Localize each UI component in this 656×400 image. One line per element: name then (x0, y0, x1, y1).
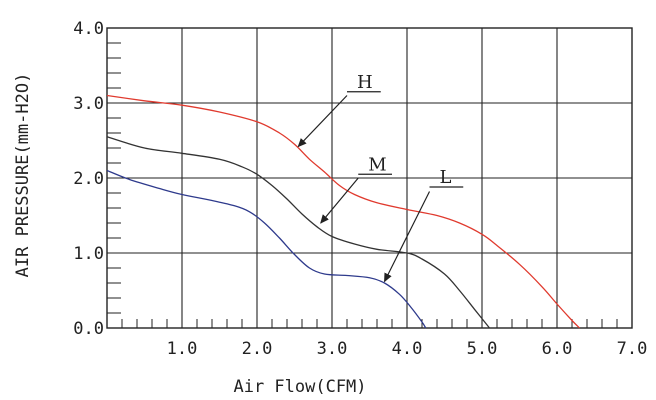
y-tick-label: 3.0 (73, 94, 104, 114)
x-tick-label: 1.0 (167, 339, 198, 359)
series-line-l (106, 169, 427, 329)
series-label-h: H (357, 72, 373, 93)
series-group (106, 94, 580, 329)
x-tick-label: 3.0 (317, 339, 348, 359)
x-tick-label: 5.0 (467, 339, 498, 359)
series-line-m (106, 136, 491, 329)
series-label-l: L (440, 167, 452, 188)
tick-labels: 1.0 2.0 3.0 4.0 5.0 6.0 7.0 0.0 1.0 2.0 3.0 4.0 (73, 19, 647, 359)
grid (106, 27, 633, 329)
annotations: H M L (297, 72, 464, 283)
y-axis-title: AIR PRESSURE(mm-H2O) (13, 73, 33, 278)
x-tick-label: 6.0 (542, 339, 573, 359)
series-label-m: M (368, 154, 386, 175)
pointer-arrow (297, 95, 348, 148)
y-tick-label: 2.0 (73, 169, 104, 189)
x-tick-label: 2.0 (242, 339, 273, 359)
x-tick-label: 4.0 (392, 339, 423, 359)
series-line-h (106, 94, 580, 329)
x-axis-title: Air Flow(CFM) (233, 377, 366, 397)
x-tick-label: 7.0 (617, 339, 648, 359)
y-tick-label: 0.0 (73, 319, 104, 339)
y-tick-label: 4.0 (73, 19, 104, 39)
minor-ticks (107, 42, 618, 328)
y-tick-label: 1.0 (73, 244, 104, 264)
pointer-arrow (320, 177, 359, 224)
pointer-arrow (383, 191, 431, 283)
